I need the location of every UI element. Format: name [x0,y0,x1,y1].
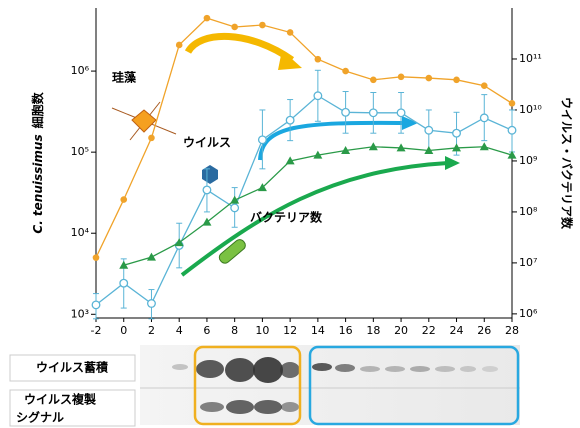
arrow-head [445,156,460,170]
x-tick-label: 10 [255,324,269,337]
point [315,56,322,63]
y-axis-title-unit: 細胞数 [30,91,45,128]
point [453,129,461,137]
x-tick-label: 12 [283,324,297,337]
y-tick-label: 10⁶ [71,64,90,77]
x-tick-label: 4 [176,324,183,337]
point [481,82,488,89]
arrow [260,123,405,160]
point [148,135,155,142]
point [480,114,488,122]
blot-image [140,345,520,425]
x-tick-label: 6 [203,324,210,337]
point [259,136,267,144]
series-label: 珪藻 [112,70,137,85]
point [120,196,127,203]
x-tick-label: 26 [477,324,491,337]
point [453,77,460,84]
point [147,253,156,261]
blot-row-label: ウイルス複製 [24,392,97,407]
y-axis-title: C. tenuissimus 細胞数 [30,91,45,233]
y2-axis-title: ウイルス・バクテリア数 [560,97,575,230]
arrow [188,36,292,60]
point [425,126,433,134]
y2-tick-label: 10⁹ [519,154,537,167]
x-tick-label: 14 [311,324,325,337]
y-tick-label: 10⁴ [71,226,90,239]
point [397,109,405,117]
x-tick-label: 28 [505,324,519,337]
point [204,15,211,22]
point [342,108,350,116]
x-tick-label: 24 [450,324,464,337]
x-tick-label: 0 [120,324,127,337]
point [509,100,516,107]
y2-tick-label: 10⁶ [519,307,538,320]
series-label: ウイルス [183,136,231,150]
y-tick-label: 10⁵ [71,145,89,158]
blot-row-label: シグナル [16,410,64,425]
point [398,74,405,81]
point [176,42,183,49]
x-tick-label: 20 [394,324,408,337]
point [508,126,516,134]
y2-tick-label: 10⁷ [519,256,537,269]
y-axis-title-species: C. tenuissimus [31,134,45,233]
point [370,77,377,84]
x-tick-label: 2 [148,324,155,337]
y2-tick-label: 10¹⁰ [519,103,542,116]
arrow-head [278,50,302,70]
point [259,22,266,29]
point [93,254,100,261]
virus-icon [202,165,218,184]
point [92,301,100,309]
x-tick-label: 8 [231,324,238,337]
point [426,75,433,82]
point [370,109,378,117]
point [286,116,294,124]
x-tick-label: 16 [339,324,353,337]
point [231,204,239,212]
diatom-icon [112,102,176,140]
point [148,300,156,308]
x-tick-label: 18 [366,324,380,337]
y-tick-label: 10³ [71,307,89,320]
point [231,24,238,31]
point [342,68,349,75]
y2-tick-label: 10⁸ [519,205,538,218]
x-tick-label: -2 [91,324,102,337]
point [120,279,128,287]
y2-tick-label: 10¹¹ [519,52,542,65]
series-label: バクテリア数 [250,210,323,225]
bacteria-icon [217,238,247,266]
chart: ウイルス蓄積 ウイルス複製 シグナル C. tenuissimus 細胞数 ウイル… [0,0,580,428]
blot-row-label: ウイルス蓄積 [36,360,109,375]
x-tick-label: 22 [422,324,436,337]
point [287,29,294,36]
point [314,92,322,100]
point [203,186,211,194]
